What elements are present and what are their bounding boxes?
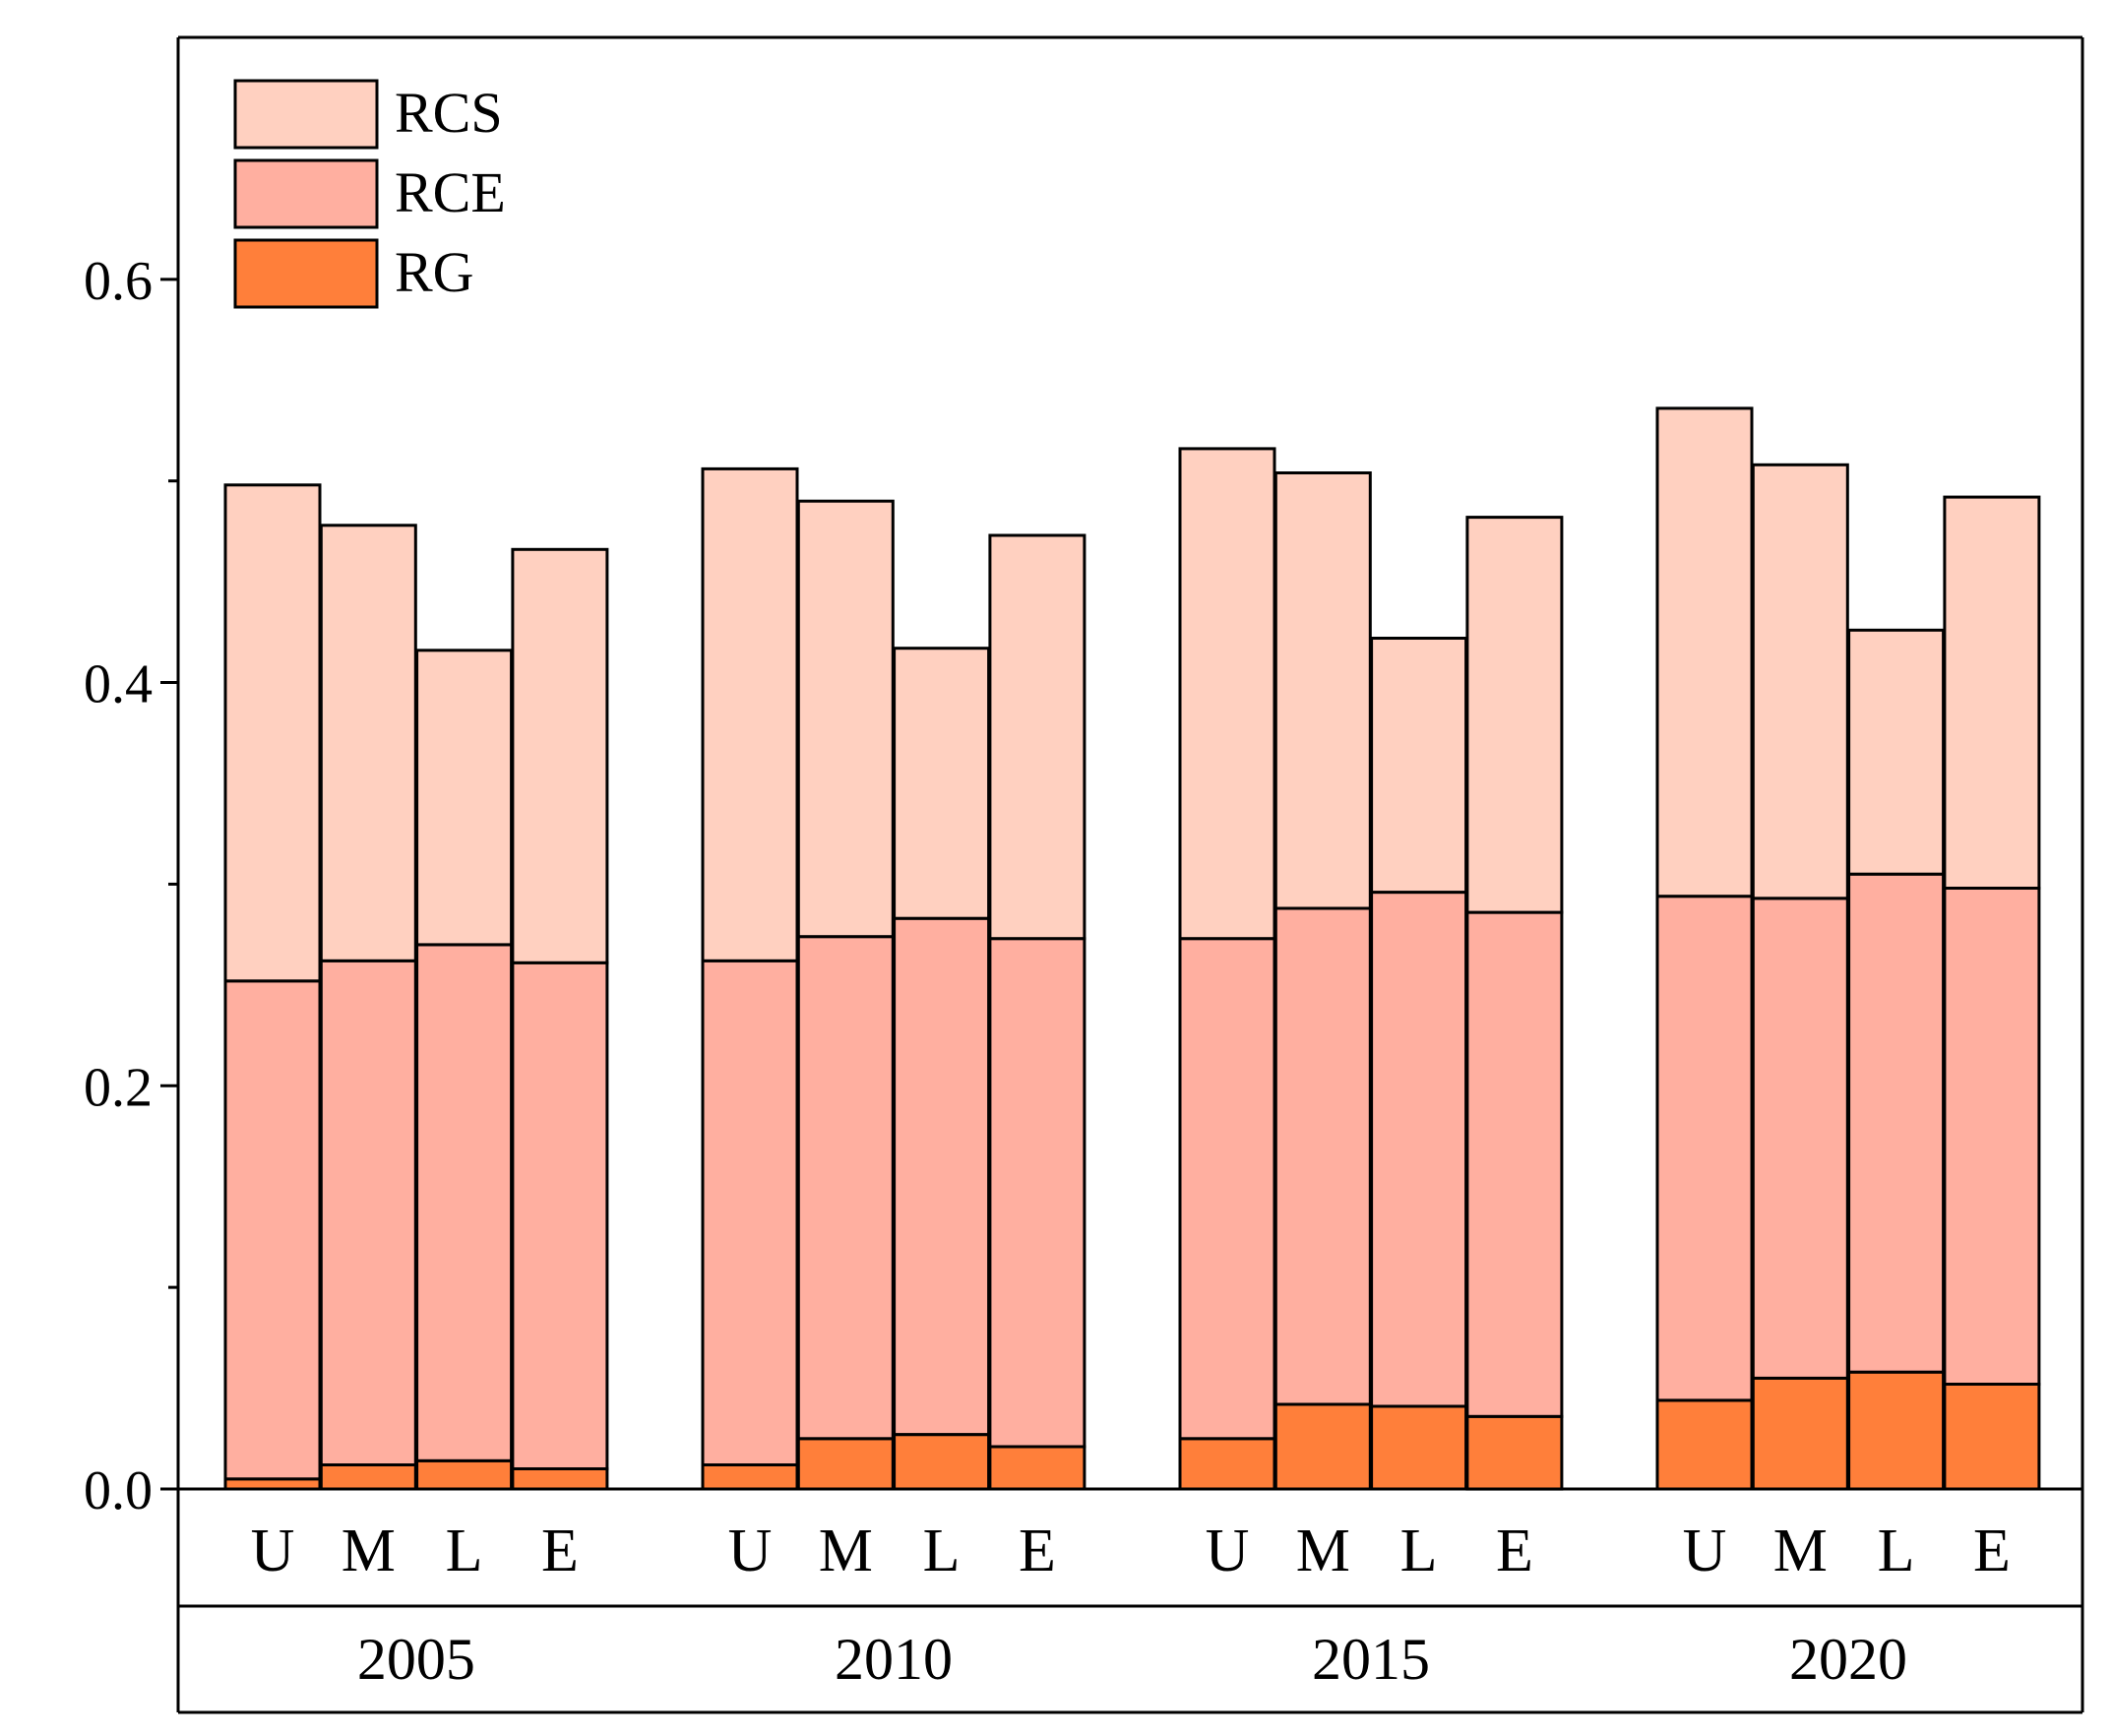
bar-rcs-2005-l xyxy=(415,649,514,947)
bar-rcs-2020-l xyxy=(1847,628,1946,876)
bar-rg-2005-e xyxy=(511,1467,609,1491)
category-label: L xyxy=(1878,1518,1915,1584)
bar-rcs-2020-u xyxy=(1655,406,1754,899)
bar-rce-2015-u xyxy=(1178,937,1276,1441)
bar-rce-2005-u xyxy=(223,979,322,1481)
bar-rg-2015-e xyxy=(1465,1414,1564,1491)
category-label: M xyxy=(342,1518,396,1584)
category-label: M xyxy=(819,1518,873,1584)
category-label: E xyxy=(1973,1518,2011,1584)
bar-rg-2020-l xyxy=(1847,1370,1946,1491)
bar-rcs-2005-e xyxy=(511,547,609,964)
y-axis: 0.0 0.2 0.4 0.6 xyxy=(84,251,178,1521)
bar-rce-2010-u xyxy=(701,959,799,1466)
y-tick-label: 0.2 xyxy=(84,1057,153,1118)
bar-rcs-2015-u xyxy=(1178,447,1276,941)
bar-rce-2020-l xyxy=(1847,872,1946,1374)
y-tick-label: 0.6 xyxy=(84,251,153,312)
bar-rce-2020-e xyxy=(1943,887,2041,1386)
bar-rg-2010-l xyxy=(893,1433,991,1491)
legend-swatch-rcs xyxy=(233,79,379,150)
category-label: E xyxy=(1496,1518,1533,1584)
group-label: 2005 xyxy=(357,1627,475,1692)
category-label: L xyxy=(923,1518,961,1584)
category-label: U xyxy=(251,1518,295,1584)
bar-rce-2010-m xyxy=(796,935,895,1441)
category-label: U xyxy=(1683,1518,1727,1584)
group-label: 2015 xyxy=(1312,1627,1430,1692)
category-label: U xyxy=(728,1518,773,1584)
category-label: M xyxy=(1773,1518,1828,1584)
bar-rcs-2005-m xyxy=(319,524,417,962)
category-label: M xyxy=(1296,1518,1350,1584)
bar-rg-2020-e xyxy=(1943,1383,2041,1491)
bar-rg-2015-u xyxy=(1178,1437,1276,1491)
bar-rce-2005-m xyxy=(319,959,417,1466)
group-label: 2010 xyxy=(835,1627,953,1692)
bar-rg-2015-m xyxy=(1273,1402,1372,1491)
bar-rg-2020-u xyxy=(1655,1398,1754,1491)
bar-rg-2010-m xyxy=(796,1437,895,1491)
bar-rce-2020-m xyxy=(1751,897,1849,1380)
category-label: L xyxy=(446,1518,483,1584)
legend-swatch-rce xyxy=(233,158,379,229)
bar-rce-2010-e xyxy=(988,937,1087,1449)
bar-rg-2005-u xyxy=(223,1477,322,1491)
bar-rce-2020-u xyxy=(1655,895,1754,1402)
legend-label-rce: RCE xyxy=(395,160,506,224)
bar-rce-2005-l xyxy=(415,943,514,1462)
legend-label-rcs: RCS xyxy=(395,81,503,145)
bar-rg-2005-l xyxy=(415,1458,514,1491)
bar-rg-2015-l xyxy=(1370,1404,1468,1491)
bar-rce-2015-m xyxy=(1273,906,1372,1406)
category-label: E xyxy=(541,1518,579,1584)
chart-frame xyxy=(176,35,2084,1714)
bar-rcs-2010-u xyxy=(701,466,799,962)
bars-layer xyxy=(223,406,2041,1491)
y-tick-label: 0.0 xyxy=(84,1460,153,1521)
group-label: 2020 xyxy=(1789,1627,1907,1692)
bar-rce-2010-l xyxy=(893,916,991,1437)
bar-rg-2020-m xyxy=(1751,1376,1849,1491)
bar-rce-2015-l xyxy=(1370,891,1468,1408)
bar-rg-2010-e xyxy=(988,1445,1087,1491)
bar-rcs-2015-m xyxy=(1273,471,1372,910)
y-tick-label: 0.4 xyxy=(84,654,153,715)
bar-rcs-2015-l xyxy=(1370,637,1468,895)
bar-rg-2010-u xyxy=(701,1462,799,1491)
bar-rg-2005-m xyxy=(319,1462,417,1491)
legend: RCS RCE RG xyxy=(233,79,506,309)
category-label: E xyxy=(1019,1518,1056,1584)
legend-label-rg: RG xyxy=(395,240,474,304)
bar-rcs-2010-l xyxy=(893,647,991,920)
bar-rce-2005-e xyxy=(511,961,609,1470)
bar-rcs-2020-m xyxy=(1751,463,1849,900)
bar-rcs-2020-e xyxy=(1943,495,2041,890)
bar-rce-2015-e xyxy=(1465,910,1564,1418)
legend-swatch-rg xyxy=(233,238,379,309)
category-label: U xyxy=(1206,1518,1250,1584)
category-label: L xyxy=(1400,1518,1438,1584)
bar-rcs-2010-e xyxy=(988,533,1087,941)
bar-rcs-2015-e xyxy=(1465,516,1564,914)
bar-rcs-2005-u xyxy=(223,483,322,983)
bar-rcs-2010-m xyxy=(796,499,895,939)
